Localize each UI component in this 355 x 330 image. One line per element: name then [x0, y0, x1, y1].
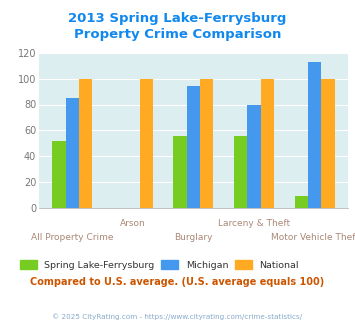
Bar: [247, 105, 261, 208]
Bar: [187, 86, 200, 208]
Bar: [66, 98, 79, 208]
Text: © 2025 CityRating.com - https://www.cityrating.com/crime-statistics/: © 2025 CityRating.com - https://www.city…: [53, 314, 302, 320]
Text: All Property Crime: All Property Crime: [31, 233, 114, 242]
Bar: [234, 136, 247, 208]
Text: Burglary: Burglary: [174, 233, 213, 242]
Bar: [321, 79, 334, 208]
Bar: [200, 79, 213, 208]
Bar: [140, 79, 153, 208]
Bar: [79, 79, 92, 208]
Text: Arson: Arson: [120, 219, 146, 228]
Legend: Spring Lake-Ferrysburg, Michigan, National: Spring Lake-Ferrysburg, Michigan, Nation…: [16, 256, 303, 273]
Bar: [174, 136, 187, 208]
Bar: [308, 62, 321, 208]
Text: Motor Vehicle Theft: Motor Vehicle Theft: [271, 233, 355, 242]
Text: Property Crime Comparison: Property Crime Comparison: [74, 28, 281, 41]
Text: Compared to U.S. average. (U.S. average equals 100): Compared to U.S. average. (U.S. average …: [31, 277, 324, 287]
Text: 2013 Spring Lake-Ferrysburg: 2013 Spring Lake-Ferrysburg: [68, 12, 287, 24]
Bar: [295, 196, 308, 208]
Text: Larceny & Theft: Larceny & Theft: [218, 219, 290, 228]
Bar: [53, 141, 66, 208]
Bar: [261, 79, 274, 208]
